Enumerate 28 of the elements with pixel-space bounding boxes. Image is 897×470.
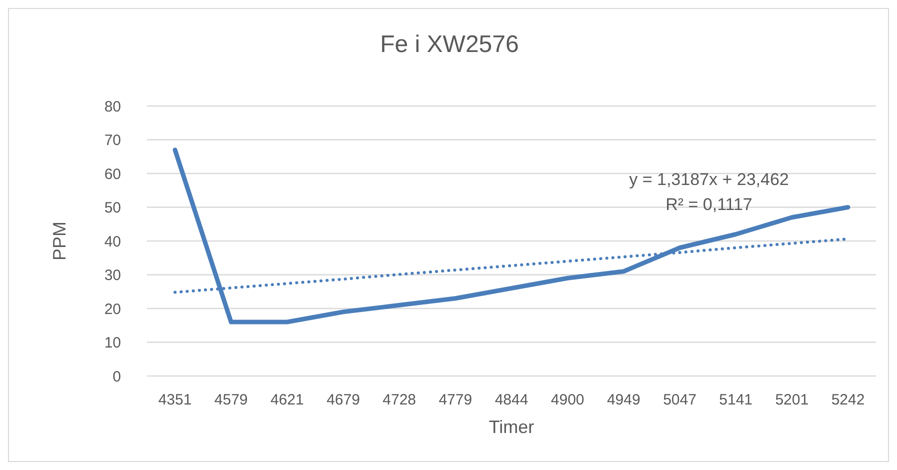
- y-tick-label: 60: [104, 166, 121, 183]
- x-tick-label: 5141: [719, 392, 753, 409]
- x-tick-label: 4779: [438, 392, 472, 409]
- annotation: R² = 0,1117: [664, 194, 754, 216]
- line-series: [172, 148, 850, 324]
- x-tick-label: 5242: [831, 392, 865, 409]
- x-tick-label: 5201: [775, 392, 809, 409]
- annotation: y = 1,3187x + 23,462: [628, 169, 790, 191]
- y-tick-label: 80: [104, 98, 121, 116]
- y-tick-label: 50: [104, 200, 121, 217]
- x-tick-label: 4351: [158, 392, 192, 409]
- y-tick-label: 20: [104, 300, 121, 318]
- chart-title: Fe i XW2576: [379, 31, 520, 59]
- x-tick-label: 4949: [606, 392, 640, 409]
- x-tick-label: 4900: [550, 392, 584, 409]
- x-tick-label: 4728: [382, 392, 416, 409]
- x-tick-label: 4679: [326, 392, 360, 409]
- y-tick-label: 40: [104, 233, 121, 250]
- y-tick-label: 10: [104, 334, 121, 352]
- x-axis-title: Timer: [488, 417, 534, 437]
- x-tick-label: 4844: [494, 392, 528, 409]
- x-tick-label: 4621: [270, 392, 304, 409]
- x-tick-label: 4579: [214, 392, 248, 409]
- x-tick-label: 5047: [663, 392, 696, 409]
- y-tick-label: 70: [104, 132, 121, 150]
- y-tick-label: 0: [112, 368, 121, 386]
- y-axis-title: PPM: [49, 221, 70, 261]
- y-tick-label: 30: [104, 267, 121, 284]
